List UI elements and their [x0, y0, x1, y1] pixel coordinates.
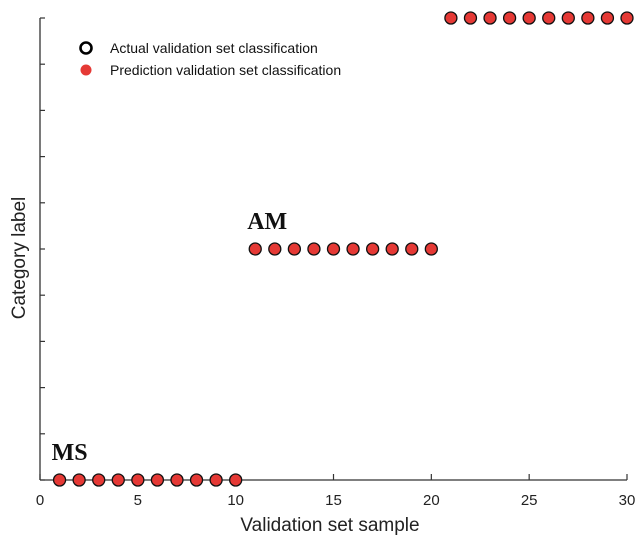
prediction-point — [365, 242, 380, 256]
y-axis-label: Category label — [9, 197, 30, 320]
legend: Actual validation set classification Pre… — [79, 40, 341, 78]
class-annotations: MS AM CZ — [52, 0, 477, 466]
class-label-ms: MS — [52, 440, 88, 466]
prediction-point — [307, 242, 321, 256]
legend-prediction-marker — [80, 64, 92, 76]
prediction-point — [326, 242, 341, 256]
prediction-point — [111, 473, 125, 487]
prediction-point — [620, 11, 634, 25]
class-label-cz: CZ — [443, 0, 476, 4]
prediction-point — [248, 242, 262, 256]
prediction-point — [189, 473, 204, 487]
prediction-point — [268, 242, 282, 256]
prediction-point — [131, 473, 145, 487]
legend-actual-label: Actual validation set classification — [110, 40, 318, 56]
class-label-am: AM — [247, 209, 287, 235]
x-tick-label: 20 — [423, 492, 440, 509]
x-tick-label: 0 — [36, 492, 44, 509]
prediction-point — [581, 11, 595, 25]
legend-prediction-label: Prediction validation set classification — [110, 62, 341, 78]
prediction-point — [483, 11, 497, 25]
x-tick-label: 15 — [325, 492, 342, 509]
x-tick-label: 30 — [619, 492, 636, 509]
prediction-point — [209, 473, 223, 487]
prediction-point — [444, 11, 458, 25]
prediction-point — [72, 473, 86, 487]
prediction-point — [542, 11, 556, 25]
prediction-point — [600, 11, 615, 25]
x-tick-label: 5 — [134, 492, 142, 509]
prediction-point — [561, 11, 575, 25]
prediction-point — [170, 473, 184, 487]
prediction-point — [522, 11, 536, 25]
prediction-point — [52, 473, 67, 487]
prediction-point — [463, 11, 478, 25]
prediction-point — [150, 473, 165, 487]
legend-actual-marker — [79, 41, 93, 55]
prediction-point — [229, 473, 243, 487]
prediction-point — [405, 242, 419, 256]
prediction-point — [502, 11, 517, 25]
prediction-point — [346, 242, 360, 256]
x-axis-label: Validation set sample — [240, 515, 419, 535]
prediction-point — [287, 242, 302, 256]
data-points — [52, 11, 634, 487]
axis-ticks: 0 5 10 15 20 25 30 — [36, 17, 636, 509]
x-tick-label: 10 — [227, 492, 244, 509]
prediction-point — [385, 242, 399, 256]
x-tick-label: 25 — [521, 492, 538, 509]
prediction-point — [424, 242, 438, 256]
prediction-point — [92, 473, 106, 487]
